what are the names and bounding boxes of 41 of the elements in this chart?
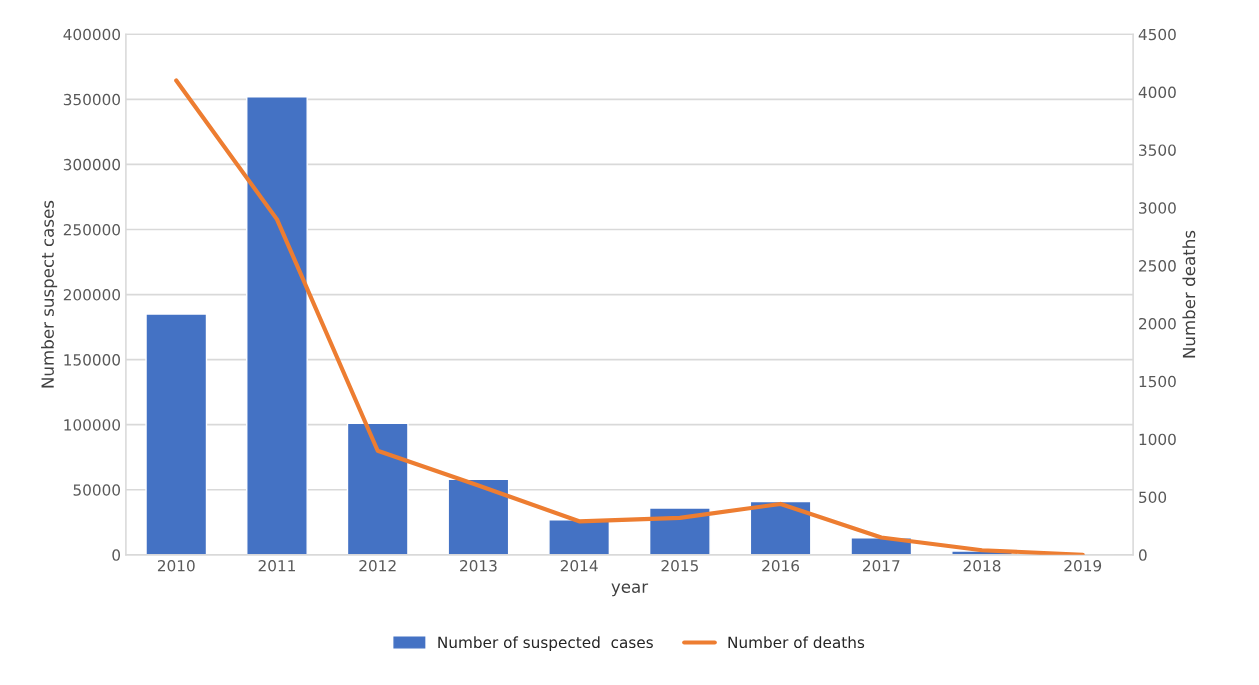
y2-tick-label: 4500 <box>1138 28 1176 41</box>
x-tick-label: 2013 <box>460 559 497 572</box>
y-axis-title: Number suspect cases <box>41 200 58 388</box>
x-tick-label: 2012 <box>359 559 396 572</box>
y-tick-label: 100000 <box>64 419 121 431</box>
y-tick-label: 200000 <box>63 289 121 301</box>
x-tick-label: 2014 <box>560 559 598 572</box>
y2-tick-label: 0 <box>1138 549 1147 561</box>
y-tick-label: 250000 <box>63 223 121 236</box>
y2-tick-label: 3500 <box>1139 144 1176 156</box>
bar <box>447 478 510 555</box>
legend-label: Number of suspected cases <box>438 636 653 652</box>
x-tick-label: 2017 <box>862 559 900 572</box>
y2-tick-label: 2500 <box>1139 260 1176 272</box>
line-series <box>174 78 1085 555</box>
bar <box>346 422 409 555</box>
y-tick-label: 300000 <box>63 158 121 171</box>
bar <box>648 507 711 555</box>
legend-label: Number of deaths <box>728 636 865 649</box>
y-tick-label: 150000 <box>64 354 121 366</box>
y2-tick-label: 2000 <box>1139 317 1176 330</box>
x-axis-title: year <box>611 583 649 597</box>
y2-tick-label: 3000 <box>1139 202 1176 214</box>
x-tick-label: 2015 <box>661 559 698 572</box>
bar <box>548 519 611 555</box>
x-tick-label: 2010 <box>157 559 195 572</box>
x-tick-label: 2011 <box>258 559 296 572</box>
x-tick-label: 2018 <box>963 559 1001 572</box>
bar <box>246 96 308 555</box>
y2-axis-title: Number deaths <box>1182 230 1196 358</box>
x-tick-label: 2019 <box>1064 559 1102 572</box>
y2-tick-label: 4000 <box>1138 86 1176 99</box>
y-tick-label: 350000 <box>63 93 121 106</box>
y2-tick-label: 1000 <box>1139 433 1176 446</box>
y-tick-label: 0 <box>112 549 121 561</box>
y-tick-label: 50000 <box>73 484 121 496</box>
x-tick-label: 2016 <box>762 559 800 572</box>
y-tick-label: 400000 <box>63 28 121 41</box>
bar <box>145 313 208 555</box>
y2-tick-label: 500 <box>1139 491 1167 504</box>
y2-tick-label: 1500 <box>1139 375 1176 388</box>
